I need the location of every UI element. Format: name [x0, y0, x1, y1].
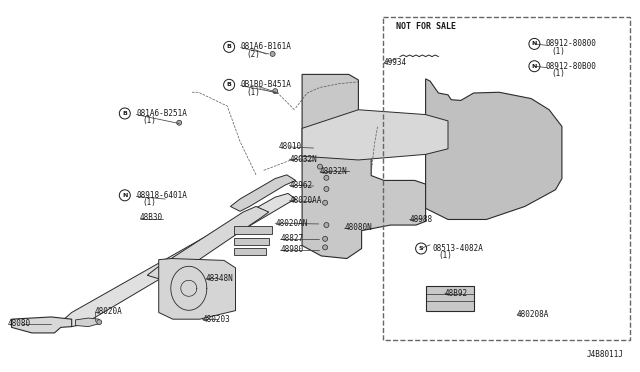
Text: B: B — [122, 111, 127, 116]
Polygon shape — [302, 74, 426, 259]
Text: NOT FOR SALE: NOT FOR SALE — [396, 22, 456, 31]
Circle shape — [324, 222, 329, 228]
Text: 48032N: 48032N — [320, 167, 348, 176]
Polygon shape — [12, 317, 72, 333]
Text: 081A6-B251A: 081A6-B251A — [136, 109, 187, 118]
Circle shape — [323, 200, 328, 205]
Circle shape — [324, 186, 329, 192]
Text: N: N — [532, 64, 537, 69]
Circle shape — [323, 236, 328, 241]
Text: 49934: 49934 — [384, 58, 407, 67]
Polygon shape — [159, 259, 236, 319]
Circle shape — [97, 320, 102, 325]
Polygon shape — [302, 110, 448, 160]
Circle shape — [324, 175, 329, 180]
Bar — [234, 248, 266, 255]
Bar — [383, 17, 630, 340]
Text: 48980: 48980 — [280, 246, 303, 254]
Text: 48080N: 48080N — [344, 223, 372, 232]
Text: 48020A: 48020A — [95, 307, 122, 316]
Text: 48032N: 48032N — [289, 155, 317, 164]
Polygon shape — [64, 193, 296, 327]
Text: 48020AN: 48020AN — [275, 219, 308, 228]
Text: 48988: 48988 — [410, 215, 433, 224]
Bar — [234, 226, 272, 234]
Text: 48020AA: 48020AA — [289, 196, 322, 205]
Bar — [426, 286, 474, 311]
Text: 081A6-B161A: 081A6-B161A — [241, 42, 291, 51]
Text: (1): (1) — [438, 251, 452, 260]
Text: N: N — [532, 41, 537, 46]
Polygon shape — [426, 79, 562, 219]
Text: 48010: 48010 — [278, 142, 301, 151]
Text: B: B — [227, 82, 232, 87]
Text: S: S — [419, 246, 424, 251]
Circle shape — [270, 51, 275, 57]
Polygon shape — [76, 318, 99, 327]
Polygon shape — [147, 206, 269, 282]
Text: (1): (1) — [552, 69, 566, 78]
Text: 08912-80B00: 08912-80B00 — [546, 62, 596, 71]
Circle shape — [273, 89, 278, 94]
Bar — [234, 238, 269, 245]
Text: 0B1B0-B451A: 0B1B0-B451A — [241, 80, 291, 89]
Text: (1): (1) — [142, 198, 156, 207]
Text: 480203: 480203 — [202, 315, 230, 324]
Text: B: B — [227, 44, 232, 49]
Circle shape — [323, 245, 328, 250]
Text: (1): (1) — [552, 47, 566, 56]
Circle shape — [177, 120, 182, 125]
Text: 08513-4082A: 08513-4082A — [433, 244, 483, 253]
Polygon shape — [230, 175, 296, 211]
Text: (2): (2) — [246, 50, 260, 59]
Text: (1): (1) — [246, 88, 260, 97]
Text: N: N — [122, 193, 127, 198]
Text: 48827: 48827 — [280, 234, 303, 243]
Text: (1): (1) — [142, 116, 156, 125]
Text: 48B30: 48B30 — [140, 213, 163, 222]
Text: 48B92: 48B92 — [445, 289, 468, 298]
Text: 08912-80800: 08912-80800 — [546, 39, 596, 48]
Text: 480208A: 480208A — [517, 310, 550, 319]
Circle shape — [317, 164, 323, 169]
Text: J4B8011J: J4B8011J — [587, 350, 624, 359]
Text: 48962: 48962 — [289, 181, 312, 190]
Text: 48348N: 48348N — [206, 274, 234, 283]
Text: 48080: 48080 — [8, 319, 31, 328]
Text: 08918-6401A: 08918-6401A — [136, 191, 187, 200]
